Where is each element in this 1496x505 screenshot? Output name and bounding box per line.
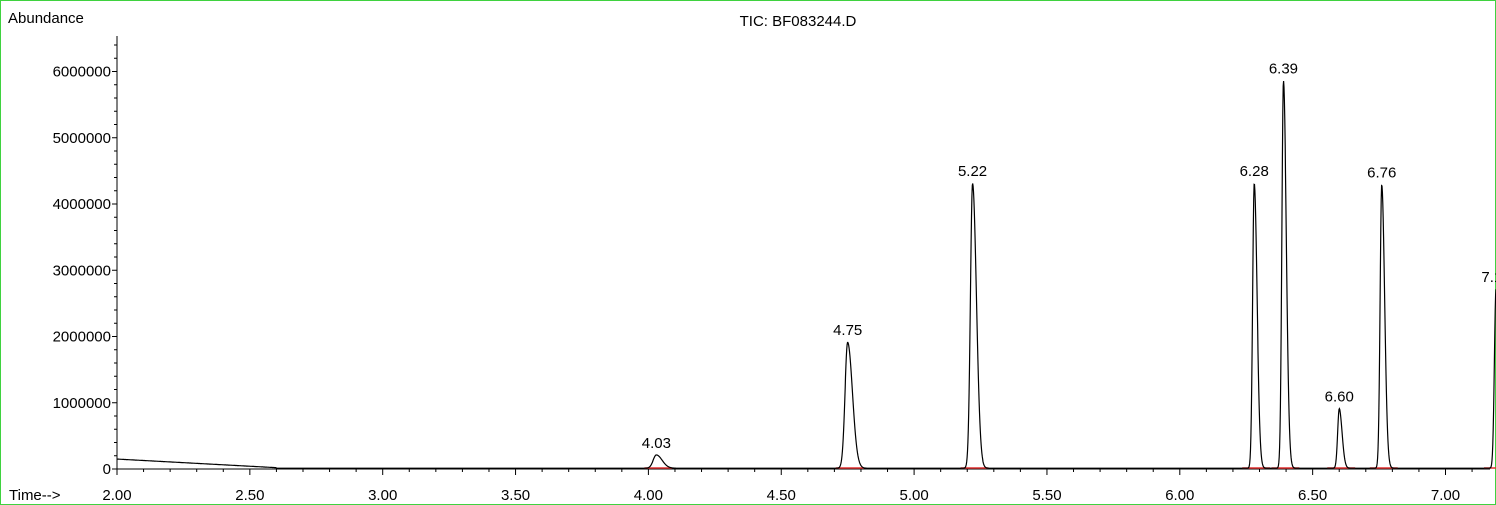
x-tick-label: 6.50 xyxy=(1298,487,1327,504)
y-tick-label: 5000000 xyxy=(53,130,111,147)
y-tick-label: 3000000 xyxy=(53,262,111,279)
x-tick-label: 3.00 xyxy=(368,487,397,504)
x-axis-label: Time--> xyxy=(9,487,61,504)
y-ticks: 0 1000000 2000000 3000000 4000000 5000000 6000… xyxy=(53,44,117,478)
peak-label: 6.28 xyxy=(1240,163,1269,180)
chart-title: TIC: BF083244.D xyxy=(740,13,857,30)
x-tick-label: 2.00 xyxy=(102,487,131,504)
x-tick-label: 7.00 xyxy=(1431,487,1460,504)
peak-label: 5.22 xyxy=(958,163,987,180)
x-tick-label: 6.00 xyxy=(1165,487,1194,504)
x-tick-label: 4.50 xyxy=(767,487,796,504)
y-tick-label: 1000000 xyxy=(53,395,111,412)
x-tick-label: 2.50 xyxy=(235,487,264,504)
tic-trace xyxy=(117,81,1496,469)
x-tick-label: 3.50 xyxy=(501,487,530,504)
peak-label: 4.75 xyxy=(833,322,862,339)
peak-label: 6.60 xyxy=(1325,388,1354,405)
y-tick-label: 6000000 xyxy=(53,64,111,81)
x-tick-label: 5.00 xyxy=(899,487,928,504)
peak-label: 6.39 xyxy=(1269,60,1298,77)
peak-labels: 4.034.755.226.286.396.606.767.197.90 xyxy=(642,60,1496,451)
x-ticks: 2.00 2.50 3.00 3.50 4.00 4.50 5.00 5.50 6.00 6.50… xyxy=(102,469,1473,504)
axes xyxy=(116,36,1490,470)
x-tick-label: 5.50 xyxy=(1032,487,1061,504)
x-tick-label: 4.00 xyxy=(634,487,663,504)
y-tick-label: 4000000 xyxy=(53,196,111,213)
peak-label: 6.76 xyxy=(1367,164,1396,181)
y-tick-label: 0 xyxy=(103,461,111,478)
y-axis-label: Abundance xyxy=(8,10,84,27)
peak-label: 4.03 xyxy=(642,435,671,452)
peak-label: 7.19 xyxy=(1481,269,1496,286)
y-tick-label: 2000000 xyxy=(53,329,111,346)
